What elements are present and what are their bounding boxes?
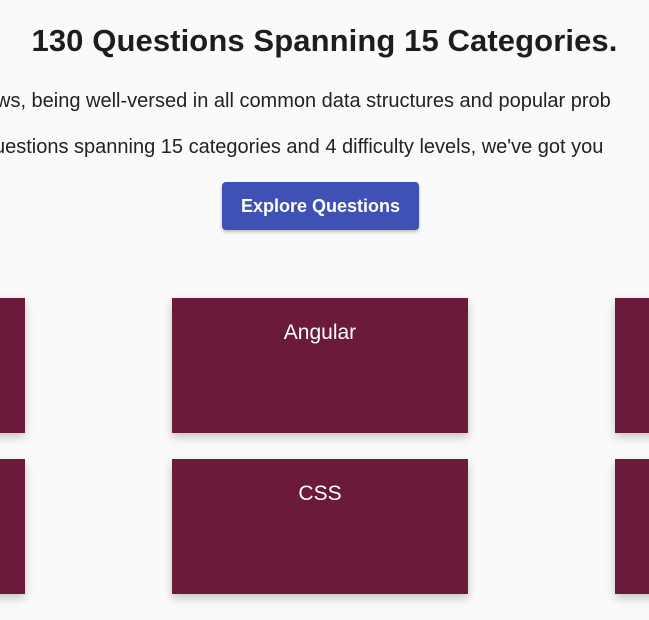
category-card-angular[interactable]: Angular xyxy=(172,298,468,433)
category-card-label: Angular xyxy=(283,321,357,344)
category-card-partial-left-2[interactable] xyxy=(0,459,25,594)
intro-text-line-2: uestions spanning 15 categories and 4 di… xyxy=(0,136,604,158)
category-card-partial-right-2[interactable] xyxy=(615,459,649,594)
explore-questions-button[interactable]: Explore Questions xyxy=(222,182,419,230)
intro-text-line-1: ws, being well-versed in all common data… xyxy=(0,90,611,112)
category-card-partial-left-1[interactable] xyxy=(0,298,25,433)
page-title: 130 Questions Spanning 15 Categories. xyxy=(31,23,618,58)
category-card-css[interactable]: CSS xyxy=(172,459,468,594)
category-card-partial-right-1[interactable] xyxy=(615,298,649,433)
category-card-label: CSS xyxy=(298,482,342,505)
